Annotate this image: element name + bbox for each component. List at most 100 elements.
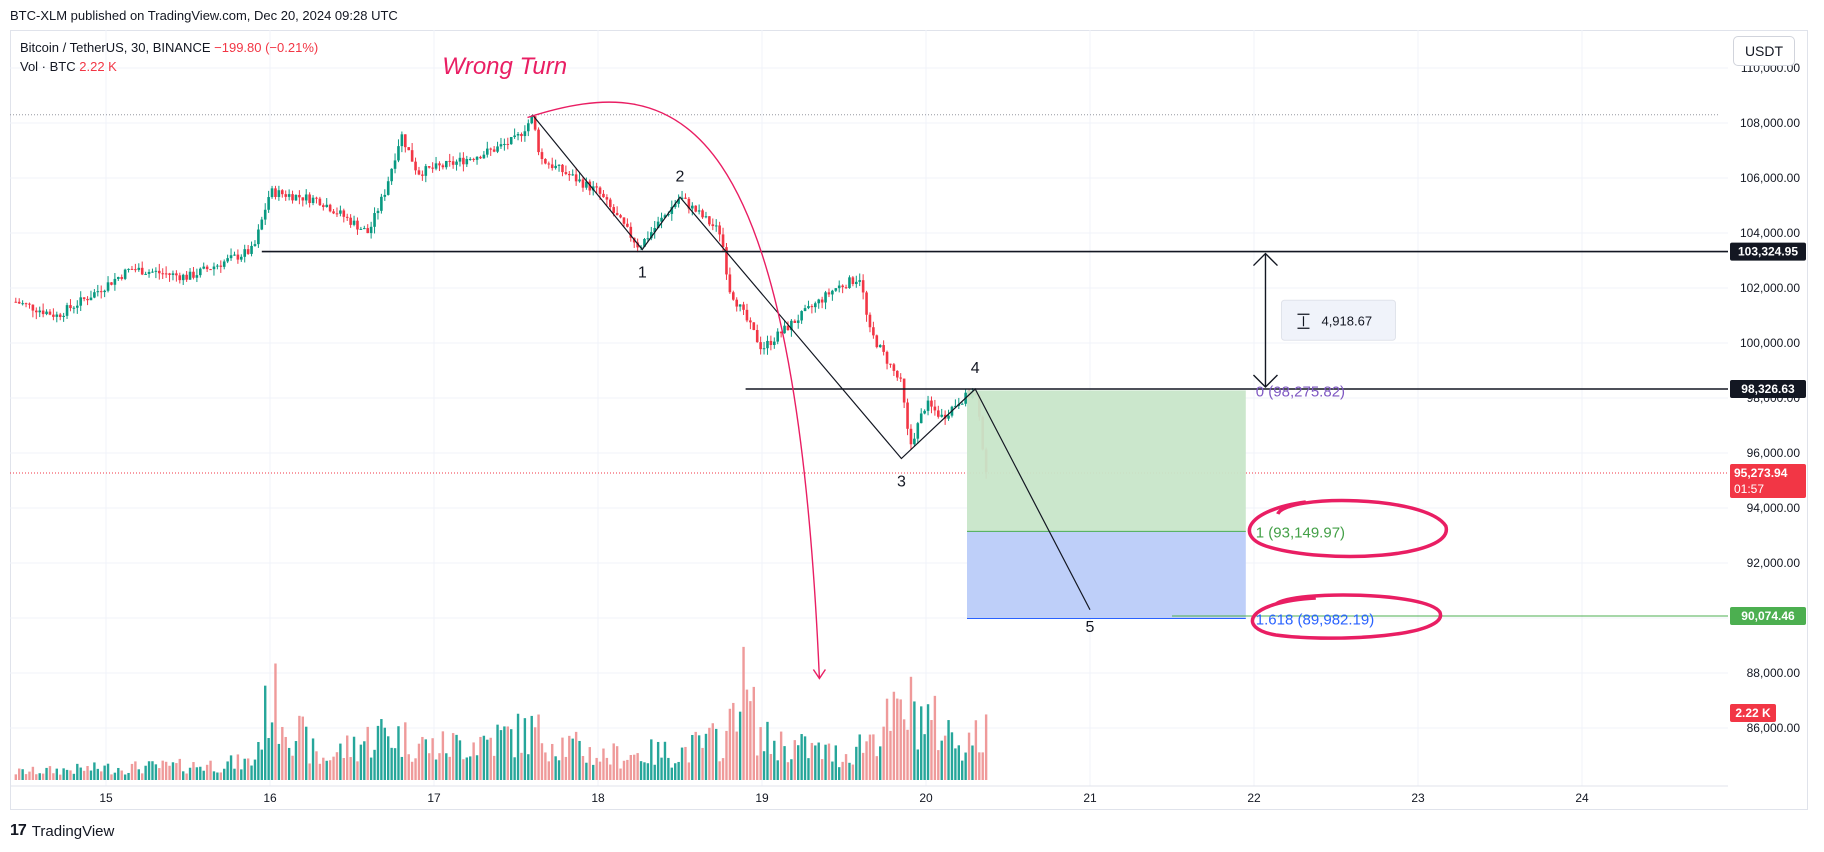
candle bbox=[831, 290, 834, 295]
candle bbox=[708, 216, 711, 225]
volume-bar bbox=[147, 761, 151, 780]
volume-bar bbox=[605, 757, 609, 780]
volume-bar bbox=[513, 757, 516, 780]
currency-button[interactable]: USDT bbox=[1733, 36, 1795, 66]
volume-bar bbox=[913, 701, 916, 780]
candle bbox=[246, 249, 250, 254]
volume-bar bbox=[414, 758, 417, 780]
volume-bar bbox=[749, 701, 752, 780]
y-tick-label: 88,000.00 bbox=[1747, 666, 1801, 680]
volume-bar bbox=[390, 747, 393, 780]
fib-zone-green bbox=[967, 390, 1246, 532]
candle bbox=[352, 220, 356, 225]
annotation-text: Wrong Turn bbox=[442, 53, 567, 80]
candle bbox=[680, 197, 684, 200]
candle bbox=[762, 348, 766, 350]
volume-bar bbox=[82, 770, 86, 780]
candle bbox=[622, 217, 626, 224]
volume-bar bbox=[89, 770, 93, 780]
candle bbox=[619, 215, 622, 218]
volume-bar bbox=[834, 745, 837, 780]
volume-bar bbox=[48, 766, 52, 780]
candle bbox=[650, 232, 653, 239]
candle bbox=[697, 210, 701, 212]
candle bbox=[386, 181, 390, 195]
candle bbox=[486, 148, 489, 155]
candle bbox=[605, 197, 609, 200]
candle bbox=[834, 288, 838, 291]
volume-bar bbox=[260, 749, 263, 780]
volume-bar bbox=[322, 757, 325, 780]
volume-bar bbox=[154, 764, 158, 780]
volume-bar bbox=[434, 759, 438, 780]
volume-label: Vol · BTC bbox=[20, 59, 76, 74]
candle bbox=[889, 363, 892, 365]
volume-bar bbox=[441, 731, 445, 780]
candle bbox=[933, 406, 937, 411]
candle bbox=[578, 179, 581, 182]
volume-bar bbox=[137, 769, 140, 780]
candle bbox=[421, 174, 424, 176]
candle bbox=[691, 205, 694, 209]
volume-bar bbox=[188, 767, 192, 780]
x-tick-label: 16 bbox=[263, 791, 277, 805]
volume-bar bbox=[510, 729, 513, 780]
x-tick-label: 19 bbox=[755, 791, 769, 805]
candle bbox=[199, 268, 202, 276]
candle bbox=[226, 258, 229, 262]
volume-bar bbox=[465, 757, 468, 780]
candle bbox=[574, 174, 578, 182]
candle bbox=[250, 245, 253, 254]
volume-bar bbox=[264, 685, 267, 780]
volume-bar bbox=[86, 766, 89, 780]
volume-bar bbox=[797, 745, 800, 780]
candle bbox=[192, 271, 195, 278]
volume-bar bbox=[199, 766, 202, 780]
candle bbox=[516, 133, 520, 136]
candle bbox=[236, 254, 240, 260]
candle bbox=[359, 228, 363, 230]
measure-arrow-up bbox=[1252, 252, 1278, 267]
candle bbox=[677, 199, 680, 204]
candle bbox=[376, 210, 380, 214]
candle bbox=[195, 275, 199, 278]
candle bbox=[281, 190, 284, 195]
candle bbox=[564, 172, 568, 174]
candle bbox=[137, 267, 141, 270]
candle bbox=[339, 210, 342, 214]
candle bbox=[52, 314, 55, 317]
candle bbox=[55, 314, 59, 317]
volume-bar bbox=[489, 737, 492, 780]
volume-bar bbox=[858, 734, 861, 780]
candle bbox=[130, 268, 134, 270]
candle bbox=[76, 305, 79, 308]
candle bbox=[462, 157, 465, 165]
volume-bar bbox=[346, 735, 349, 780]
volume-bar bbox=[940, 740, 943, 780]
candle bbox=[814, 303, 817, 308]
x-tick-label: 20 bbox=[919, 791, 933, 805]
candle bbox=[687, 198, 691, 209]
measure-arrow-down bbox=[1252, 374, 1278, 388]
volume-bar bbox=[810, 742, 814, 780]
volume-bar bbox=[363, 741, 366, 780]
candle bbox=[667, 213, 670, 216]
fib-label: 0 (98,275.82) bbox=[1256, 383, 1345, 400]
candle bbox=[759, 342, 762, 350]
volume-bar bbox=[909, 676, 913, 780]
footer: 17 TradingView bbox=[10, 822, 114, 840]
volume-bar bbox=[786, 762, 790, 780]
candle bbox=[902, 378, 906, 403]
candle bbox=[69, 305, 72, 309]
candle bbox=[790, 320, 793, 331]
candle bbox=[393, 160, 397, 169]
candle bbox=[219, 265, 223, 267]
volume-value: 2.22 K bbox=[79, 59, 117, 74]
volume-bar bbox=[458, 740, 462, 780]
candle bbox=[468, 158, 472, 160]
candle bbox=[455, 161, 458, 165]
y-tick-label: 96,000.00 bbox=[1747, 446, 1801, 460]
volume-bar bbox=[598, 761, 602, 780]
chart-frame bbox=[10, 30, 1808, 810]
